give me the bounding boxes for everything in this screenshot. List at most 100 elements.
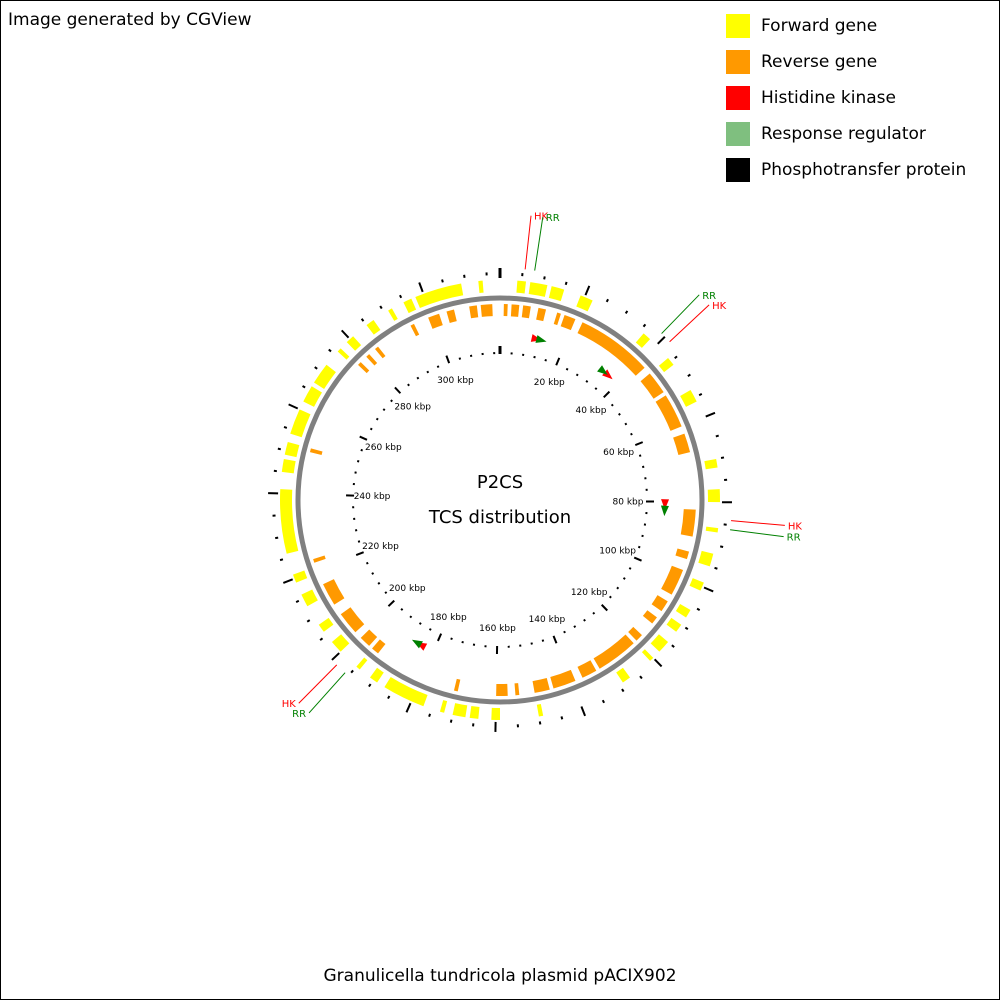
forward-gene: [658, 358, 674, 373]
backbone-ring: [295, 295, 705, 705]
inner-tick: [565, 367, 569, 371]
outer-tick: [314, 366, 318, 370]
callout-leader: [669, 304, 710, 343]
response-regulator-marker: [597, 365, 608, 375]
inner-tick: [544, 359, 547, 362]
outer-tick: [288, 403, 299, 410]
tick-label: 180 kbp: [430, 613, 467, 623]
tick-label: 120 kbp: [571, 588, 608, 598]
reverse-gene: [503, 304, 508, 317]
outer-tick: [696, 607, 701, 611]
reverse-gene: [480, 304, 493, 317]
reverse-gene: [577, 322, 645, 376]
inner-tick: [592, 611, 596, 615]
reverse-gene: [655, 395, 682, 431]
reverse-gene: [366, 354, 378, 366]
inner-tick: [375, 417, 379, 421]
forward-gene: [301, 589, 318, 607]
inner-tick: [436, 365, 440, 368]
reverse-gene: [577, 660, 597, 678]
outer-tick: [282, 578, 294, 584]
forward-gene: [366, 319, 381, 335]
reverse-gene: [673, 433, 691, 456]
cgview-credit: Image generated by CGView: [8, 10, 252, 30]
reverse-gene: [553, 312, 561, 326]
reverse-gene: [496, 683, 508, 696]
inner-tick: [573, 625, 577, 628]
reverse-gene: [453, 678, 461, 692]
outer-tick: [283, 426, 288, 429]
forward-gene: [491, 707, 500, 720]
forward-gene: [356, 657, 368, 670]
inner-tick: [387, 599, 395, 607]
legend-item-reverse-gene: Reverse gene: [726, 44, 966, 80]
inner-tick: [575, 373, 579, 377]
outer-tick: [639, 675, 643, 680]
reverse-gene: [313, 555, 326, 563]
forward-gene: [548, 286, 565, 302]
forward-gene: [284, 442, 300, 458]
inner-tick: [618, 412, 621, 416]
outer-tick: [560, 716, 564, 720]
callout-leader: [298, 664, 338, 704]
reverse-gene: [323, 579, 345, 605]
inner-tick: [603, 390, 611, 398]
reverse-gene: [661, 565, 684, 595]
inner-tick: [610, 403, 614, 407]
inner-tick: [628, 567, 632, 570]
inner-tick: [458, 357, 462, 360]
forward-gene: [689, 578, 704, 591]
inner-tick: [377, 581, 381, 585]
inner-tick: [622, 577, 626, 580]
outer-tick: [584, 285, 591, 296]
forward-gene: [388, 308, 398, 321]
forward-gene: [478, 280, 484, 294]
outer-tick: [580, 706, 586, 717]
legend-item-histidine-kinase: Histidine kinase: [726, 80, 966, 116]
forward-gene: [369, 667, 384, 683]
outer-tick: [715, 434, 719, 438]
inner-tick: [384, 591, 388, 595]
reverse-gene: [514, 683, 520, 696]
tick-label: 80 kbp: [613, 497, 644, 507]
reverse-gene: [360, 629, 378, 646]
outer-tick: [449, 719, 453, 723]
legend-label: Histidine kinase: [761, 88, 896, 108]
reverse-gene: [469, 305, 479, 319]
inner-tick: [630, 432, 633, 436]
inner-tick: [357, 540, 361, 543]
outer-tick: [621, 688, 625, 693]
forward-gene: [675, 604, 691, 618]
outer-tick: [653, 658, 663, 668]
inner-tick: [360, 448, 363, 452]
outer-tick: [698, 393, 703, 397]
outer-tick: [564, 281, 568, 286]
forward-gene: [704, 458, 718, 470]
reverse-gene: [680, 509, 696, 537]
forward-gene: [641, 649, 654, 661]
inner-tick: [552, 635, 558, 644]
reverse-gene: [640, 373, 664, 399]
forward-gene: [698, 550, 714, 567]
outer-tick: [684, 626, 689, 631]
outer-tick: [399, 294, 403, 299]
outer-tick: [302, 385, 306, 389]
outer-tick: [543, 276, 546, 280]
histidine-kinase-swatch: [726, 86, 750, 110]
outer-tick: [605, 298, 609, 303]
reverse-gene: [510, 304, 520, 317]
inner-tick: [369, 427, 373, 431]
forward-gene: [281, 458, 296, 474]
callout-label: HK: [788, 521, 803, 532]
inner-tick: [445, 355, 451, 364]
legend-label: Reverse gene: [761, 52, 878, 72]
inner-tick: [638, 454, 642, 457]
inner-tick: [355, 551, 365, 556]
outer-tick: [319, 637, 324, 641]
inner-tick: [555, 357, 561, 366]
legend-label: Response regulator: [761, 124, 926, 144]
callout-label: RR: [546, 213, 560, 224]
forward-gene: [707, 489, 720, 503]
outer-tick: [387, 695, 391, 700]
